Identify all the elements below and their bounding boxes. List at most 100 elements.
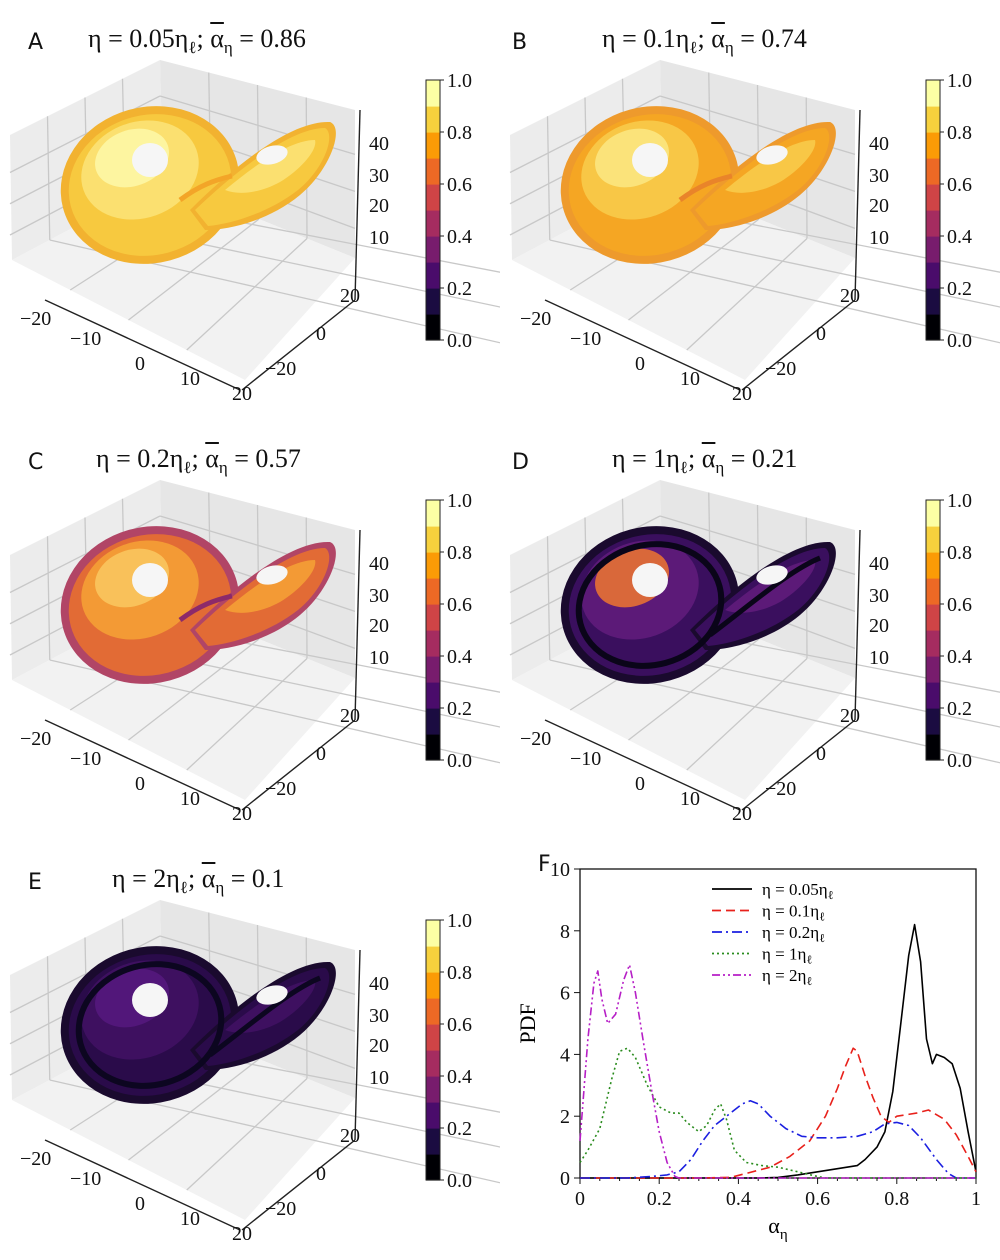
legend-entry-sub: ℓ [828, 888, 834, 902]
colorbar-tick-label: 0.8 [447, 962, 472, 984]
colorbar-segment [926, 734, 940, 761]
colorbar-segment [426, 158, 440, 185]
y-tick-label: 0 [560, 1168, 570, 1190]
y-tick-label: 6 [560, 983, 570, 1005]
colorbar-segment [426, 998, 440, 1025]
z-tick-label: 40 [369, 553, 389, 575]
y-tick-label: 0 [816, 743, 826, 765]
series-line [580, 925, 976, 1178]
colorbar-segment [426, 972, 440, 999]
colorbar-tick-label: 0.4 [447, 226, 472, 248]
colorbar-segment [426, 604, 440, 631]
x-tick-label: −10 [70, 1168, 101, 1190]
z-tick-label: 10 [369, 227, 389, 249]
legend-entry-sub: ℓ [806, 953, 812, 967]
colorbar-segment [426, 236, 440, 263]
y-tick-label: −20 [265, 358, 296, 380]
z-tick-label: 10 [369, 1067, 389, 1089]
colorbar-segment [926, 656, 940, 683]
colorbar-segment [426, 288, 440, 315]
x-tick-label: 0.8 [884, 1188, 909, 1210]
colorbar: 0.00.20.40.60.81.0 [926, 70, 972, 352]
colorbar-tick-label: 0.8 [947, 542, 972, 564]
x-tick-label: 0 [575, 1188, 585, 1210]
colorbar-tick-label: 0.4 [947, 646, 972, 668]
x-tick-label: 20 [232, 383, 252, 405]
z-tick-label: 40 [369, 133, 389, 155]
x-axis-label-main: α [768, 1213, 780, 1238]
x-tick-label: 20 [732, 383, 752, 405]
y-tick-label: −20 [265, 1198, 296, 1220]
x-tick-label: 1 [971, 1188, 981, 1210]
z-tick-label: 10 [869, 647, 889, 669]
x-tick-label: −10 [70, 328, 101, 350]
colorbar-segment [426, 500, 440, 527]
x-axis-label-sub: η [780, 1227, 788, 1243]
series-line [580, 965, 976, 1178]
colorbar-tick-label: 0.6 [947, 594, 972, 616]
y-tick-label: 8 [560, 921, 570, 943]
colorbar-tick-label: 0.0 [447, 330, 472, 352]
legend-entry-main: η = 0.1η [762, 902, 819, 921]
colorbar-segment [426, 1128, 440, 1155]
colorbar-segment [426, 578, 440, 605]
colorbar-tick-label: 0.0 [447, 1170, 472, 1192]
series-line [580, 1101, 976, 1178]
colorbar: 0.00.20.40.60.81.0 [426, 490, 472, 772]
plot-frame [580, 869, 976, 1178]
colorbar-tick-label: 1.0 [447, 910, 472, 932]
z-tick-label: 30 [869, 165, 889, 187]
legend-entry-main: η = 0.05η [762, 880, 828, 899]
x-tick-label: −20 [20, 308, 51, 330]
colorbar-segment [426, 210, 440, 237]
colorbar-segment [926, 210, 940, 237]
legend-entry-main: η = 1η [762, 945, 806, 964]
z-tick-label: 30 [369, 1005, 389, 1027]
z-tick-label: 10 [369, 647, 389, 669]
z-tick-label: 20 [369, 615, 389, 637]
colorbar-tick-label: 0.2 [947, 278, 972, 300]
colorbar-segment [926, 578, 940, 605]
colorbar-segment [426, 630, 440, 657]
colorbar-tick-label: 1.0 [447, 70, 472, 92]
y-tick-label: 2 [560, 1106, 570, 1128]
legend-entry-main: η = 0.2η [762, 923, 819, 942]
y-tick-label: 0 [816, 323, 826, 345]
colorbar-tick-label: 1.0 [947, 490, 972, 512]
x-tick-label: 10 [180, 1208, 200, 1230]
colorbar-tick-label: 0.6 [447, 1014, 472, 1036]
x-tick-label: −10 [570, 748, 601, 770]
x-tick-label: 20 [232, 803, 252, 825]
x-tick-label: −20 [520, 728, 551, 750]
colorbar-tick-label: 0.2 [947, 698, 972, 720]
colorbar-segment [926, 630, 940, 657]
x-tick-label: 0.6 [805, 1188, 830, 1210]
z-tick-label: 30 [869, 585, 889, 607]
colorbar-tick-label: 0.8 [447, 542, 472, 564]
y-axis-label: PDF [515, 1003, 540, 1043]
legend-entry-sub: ℓ [819, 910, 825, 924]
z-tick-label: 30 [369, 585, 389, 607]
colorbar: 0.00.20.40.60.81.0 [426, 70, 472, 352]
colorbar-segment [926, 80, 940, 107]
colorbar: 0.00.20.40.60.81.0 [926, 490, 972, 772]
y-tick-label: 20 [340, 285, 360, 307]
legend-entry: η = 2ηℓ [762, 966, 812, 988]
y-tick-label: 10 [550, 859, 570, 881]
colorbar-segment [426, 656, 440, 683]
colorbar-segment [426, 1050, 440, 1077]
colorbar-segment [426, 132, 440, 159]
colorbar-tick-label: 0.4 [447, 1066, 472, 1088]
colorbar-segment [926, 552, 940, 579]
colorbar-tick-label: 0.6 [447, 174, 472, 196]
colorbar-segment [426, 1154, 440, 1181]
colorbar-tick-label: 0.6 [947, 174, 972, 196]
colorbar-segment [926, 236, 940, 263]
colorbar-segment [926, 314, 940, 341]
colorbar-segment [426, 920, 440, 947]
x-tick-label: 20 [232, 1223, 252, 1245]
